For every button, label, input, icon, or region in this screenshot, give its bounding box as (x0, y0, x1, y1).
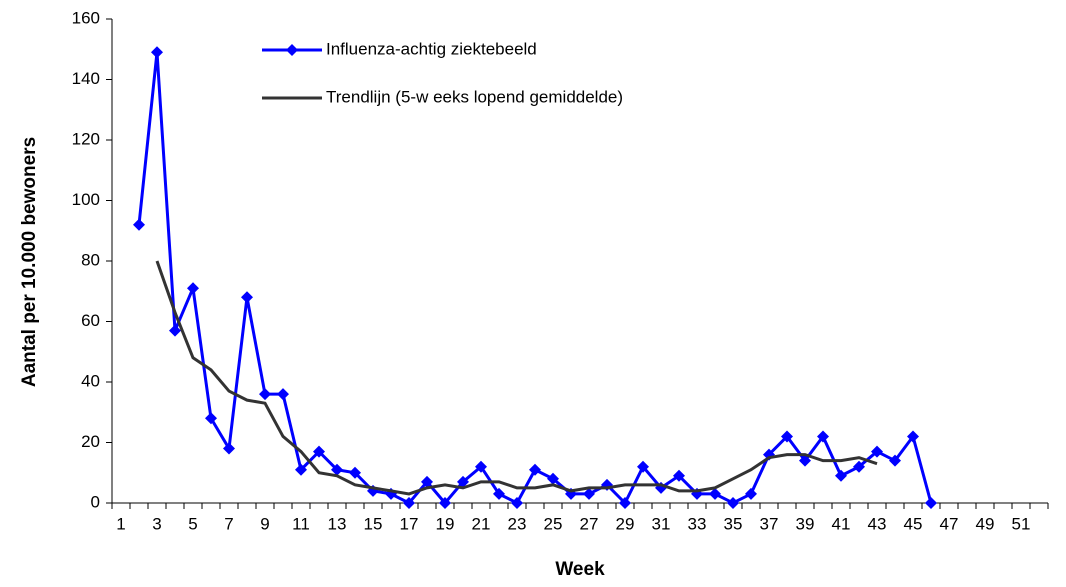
data-point (133, 218, 145, 231)
data-point (421, 475, 433, 488)
x-tick-label: 37 (760, 514, 779, 533)
data-point (169, 324, 181, 337)
data-point (529, 463, 541, 476)
data-point (259, 388, 271, 401)
x-tick-label: 17 (400, 514, 419, 533)
data-point (637, 460, 649, 473)
y-tick-label: 80 (81, 250, 100, 269)
data-point (331, 463, 343, 476)
legend-label: Influenza-achtig ziektebeeld (326, 39, 537, 58)
x-tick-label: 45 (904, 514, 923, 533)
x-tick-label: 27 (580, 514, 599, 533)
data-point (925, 497, 937, 509)
data-point (907, 430, 919, 443)
data-point (403, 497, 415, 509)
x-tick-label: 33 (688, 514, 707, 533)
x-tick-label: 35 (724, 514, 743, 533)
legend-marker (286, 44, 298, 56)
y-tick-label: 40 (81, 371, 100, 390)
x-tick-label: 9 (260, 514, 269, 533)
x-tick-label: 19 (436, 514, 455, 533)
data-point (583, 487, 595, 500)
data-point (151, 46, 163, 59)
x-tick-label: 51 (1012, 514, 1031, 533)
data-point (205, 412, 217, 425)
data-point (799, 454, 811, 467)
data-point (835, 469, 847, 482)
y-tick-label: 0 (91, 492, 100, 511)
x-tick-label: 47 (940, 514, 959, 533)
y-tick-label: 160 (72, 8, 100, 27)
data-point (511, 497, 523, 509)
data-point (457, 475, 469, 488)
data-point (223, 442, 235, 455)
data-point (295, 463, 307, 476)
y-tick-label: 120 (72, 129, 100, 148)
x-tick-label: 23 (508, 514, 527, 533)
x-tick-label: 31 (652, 514, 671, 533)
x-tick-label: 41 (832, 514, 851, 533)
data-point (709, 487, 721, 500)
data-point (817, 430, 829, 443)
data-point (871, 445, 883, 458)
legend-label: Trendlijn (5-w eeks lopend gemiddelde) (326, 87, 623, 106)
data-point (781, 430, 793, 443)
x-tick-label: 3 (152, 514, 161, 533)
x-tick-label: 29 (616, 514, 635, 533)
data-point (547, 472, 559, 485)
data-point (187, 282, 199, 295)
x-tick-label: 15 (364, 514, 383, 533)
x-tick-label: 1 (116, 514, 125, 533)
data-point (277, 388, 289, 401)
y-axis-label: Aantal per 10.000 bewoners (19, 137, 40, 387)
data-point (349, 466, 361, 479)
data-point (619, 497, 631, 509)
y-tick-label: 60 (81, 311, 100, 330)
data-point (889, 454, 901, 467)
data-point (745, 487, 757, 500)
data-point (439, 497, 451, 509)
x-tick-label: 39 (796, 514, 815, 533)
x-tick-label: 49 (976, 514, 995, 533)
y-tick-label: 100 (72, 190, 100, 209)
x-axis-label: Week (555, 559, 605, 580)
data-point (313, 445, 325, 458)
data-point (673, 469, 685, 482)
data-point (475, 460, 487, 473)
data-point (493, 487, 505, 500)
x-tick-label: 21 (472, 514, 491, 533)
series-line (155, 260, 878, 496)
x-tick-label: 43 (868, 514, 887, 533)
data-point (853, 460, 865, 473)
series-line (137, 52, 933, 506)
x-tick-label: 11 (292, 514, 310, 533)
x-tick-label: 25 (544, 514, 563, 533)
data-point (727, 497, 739, 509)
data-point (241, 291, 253, 304)
x-tick-label: 5 (188, 514, 197, 533)
x-tick-label: 7 (224, 514, 233, 533)
y-tick-label: 140 (72, 69, 100, 88)
x-tick-label: 13 (328, 514, 347, 533)
y-tick-label: 20 (81, 432, 100, 451)
